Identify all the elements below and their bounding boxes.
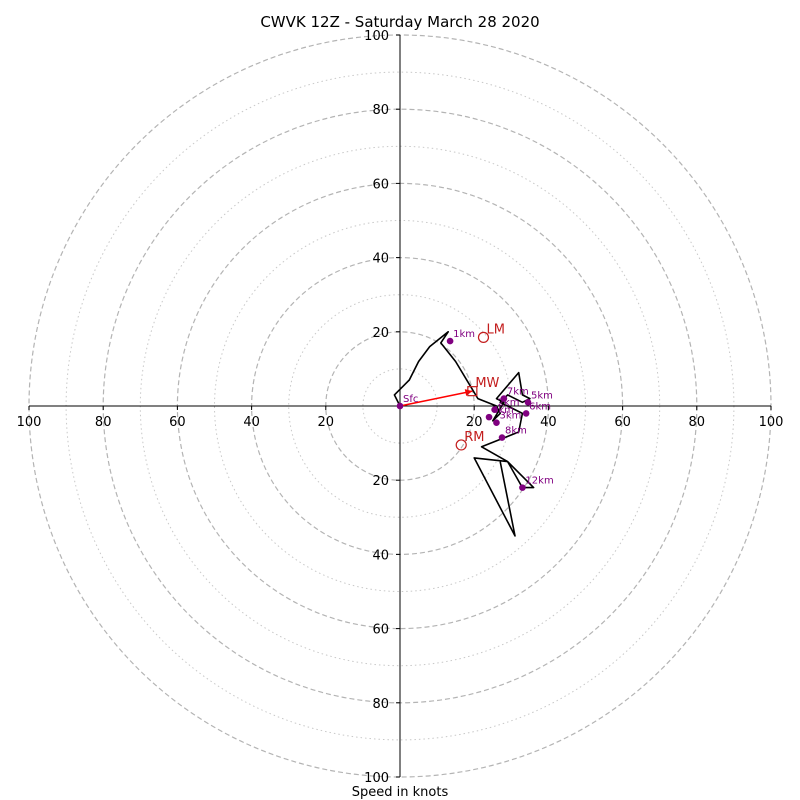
height-marker-label: Sfc [403,394,418,405]
mean-wind-vector [399,390,473,407]
y-tick-label: 60 [372,177,389,192]
y-tick-label: 20 [372,474,389,489]
height-marker-point [446,337,454,345]
storm-motion-label: MW [475,376,499,391]
height-marker-label: 6km [529,401,551,412]
storm-motion-point [477,331,490,343]
height-marker-point [498,434,506,441]
y-tick-label: 80 [372,697,389,712]
height-marker-label: 1km [453,329,475,340]
y-tick-label: 100 [364,29,389,44]
height-marker-label: 5km [531,390,553,401]
hodograph-line [393,330,535,537]
y-tick-label: 40 [372,548,389,563]
height-marker-label: 7km [507,387,529,398]
y-tick-label: 80 [372,103,389,118]
storm-motion-point [455,439,467,451]
storm-motion-markers: LM MW RM [455,322,505,451]
x-tick-label: 60 [169,415,186,430]
x-tick-label: 20 [466,415,483,430]
height-marker-label: 2km [498,398,520,409]
tick-labels: 100 80 60 40 20 20 40 60 80 100 100 80 60 40 20 20 40 60 8… [17,29,784,786]
x-tick-label: 80 [95,415,112,430]
height-marker-label: 12km [525,476,553,487]
height-marker-point [524,398,532,406]
y-tick-label: 100 [364,771,389,786]
x-axis-label: Speed in knots [352,785,449,800]
height-marker-point [491,406,498,414]
y-tick-label: 20 [372,326,389,341]
height-marker-point [522,410,530,417]
height-marker-point [493,419,500,426]
height-marker-point [519,484,526,491]
x-tick-label: 20 [318,415,335,430]
storm-motion-point [467,386,478,397]
storm-motion-label: RM [464,430,484,445]
x-tick-label: 100 [17,415,42,430]
height-marker-label: 3km [499,411,521,422]
height-marker-label: 8km [505,426,527,437]
height-marker-point [396,402,404,410]
x-tick-label: 80 [689,415,706,430]
y-tick-label: 60 [372,623,389,638]
x-tick-label: 40 [243,415,260,430]
hodograph-trace [393,330,535,537]
mean-wind-arrowhead [464,389,473,396]
storm-motion-label: LM [486,322,504,337]
x-tick-label: 60 [614,415,631,430]
height-marker-label: 4km [492,405,514,416]
y-tick-label: 40 [372,252,389,267]
height-marker-point [485,413,493,421]
x-tick-label: 40 [540,415,557,430]
height-marker-point [500,395,508,402]
chart-title: CWVK 12Z - Saturday March 28 2020 [260,13,539,31]
x-tick-label: 100 [759,415,784,430]
